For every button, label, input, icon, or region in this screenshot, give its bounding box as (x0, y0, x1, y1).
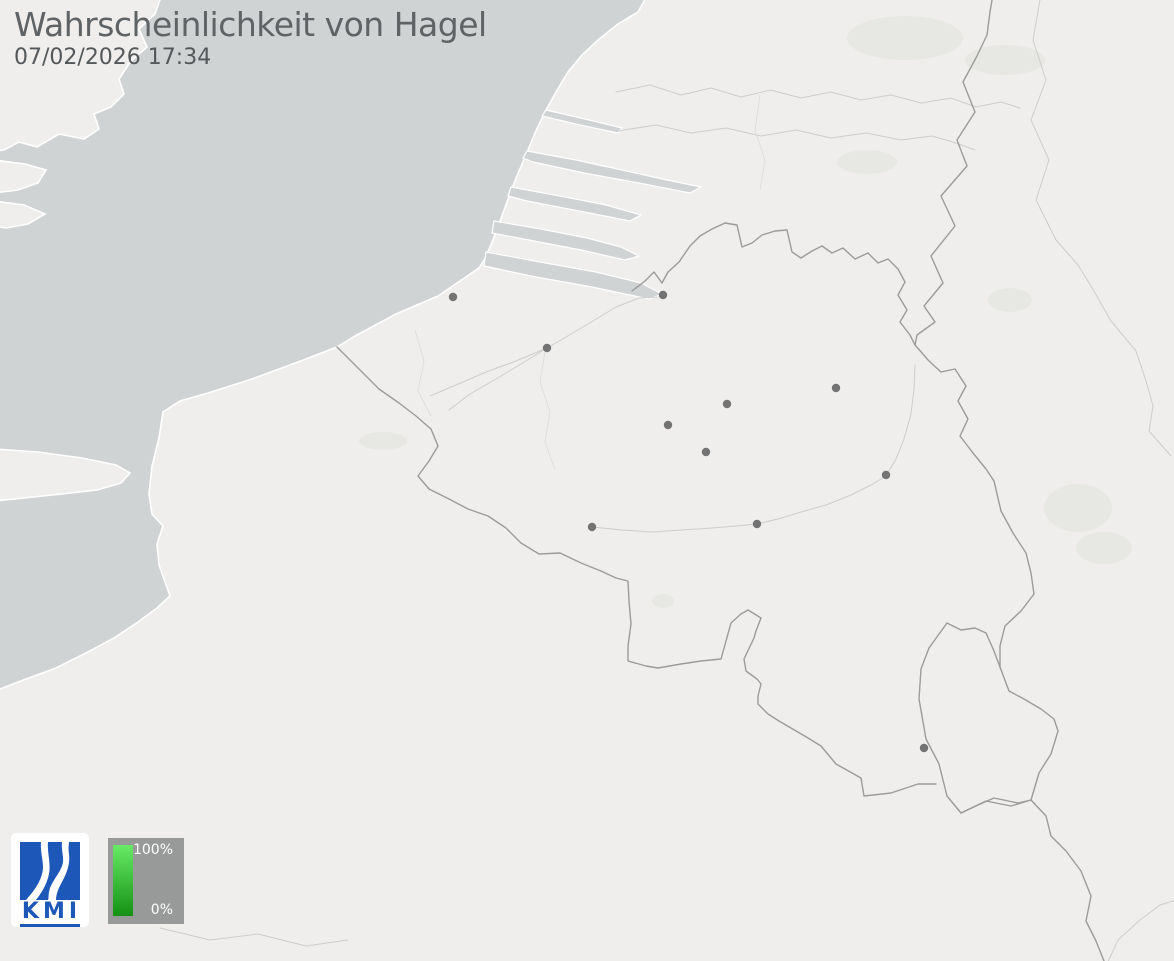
river-leie (429, 347, 548, 397)
legend-min-label: 0% (150, 902, 173, 918)
city-dot (919, 743, 929, 753)
estuary-westerschelde (483, 251, 663, 300)
country-borders (336, 0, 1105, 961)
uk-coast-essex (0, 0, 161, 152)
city-dot (587, 522, 597, 532)
map-title: Wahrscheinlichkeit von Hagel (14, 5, 487, 44)
title-block: Wahrscheinlichkeit von Hagel 07/02/2026 … (14, 6, 487, 70)
map-timestamp: 07/02/2026 17:34 (14, 44, 212, 70)
uk-coast-thames-north (0, 159, 48, 194)
estuary-nieuwe-waterweg (541, 109, 623, 134)
legend-max-label: 100% (132, 842, 173, 858)
border-france-luxembourg (960, 797, 1032, 814)
city-dot (701, 447, 711, 457)
river-rhine (1030, 0, 1172, 457)
kmi-logo-underline (20, 924, 80, 927)
river-france-south (159, 927, 349, 947)
kmi-logo-text: KMI (21, 899, 82, 924)
uk-coast-kent (0, 448, 132, 502)
river-meuse (756, 364, 916, 525)
river-maas-nl (617, 124, 976, 151)
city-dot (448, 292, 458, 302)
city-dot (831, 383, 841, 393)
border-france-germany (1030, 799, 1105, 961)
river-sambre (591, 523, 758, 533)
urban-patches (359, 16, 1132, 608)
city-dot (658, 290, 668, 300)
city-dots (448, 290, 929, 753)
border-netherlands-germany (914, 0, 993, 346)
city-dot (722, 399, 732, 409)
kmi-logo: KMI (11, 833, 89, 927)
kmi-emblem-icon (20, 842, 80, 900)
city-dot (663, 420, 673, 430)
city-dot (881, 470, 891, 480)
estuary-haringvliet (522, 150, 702, 194)
estuary-oosterschelde (491, 220, 640, 261)
city-dot (542, 343, 552, 353)
region-boundaries (414, 94, 766, 471)
rivers (159, 0, 1174, 961)
border-france-belgium (336, 346, 937, 797)
uk-coast-thames-south (0, 200, 47, 229)
legend-gradient-bar (113, 845, 133, 916)
probability-legend: 100% 0% (108, 838, 184, 924)
river-waal (615, 84, 1021, 109)
border-belgium-germany (914, 344, 1035, 668)
river-moselle (1107, 900, 1174, 961)
estuary-grevelingen (507, 186, 642, 222)
city-dot (752, 519, 762, 529)
border-belgium-netherlands (631, 222, 916, 346)
border-luxembourg (918, 622, 1059, 814)
river-scheldt (448, 296, 658, 411)
